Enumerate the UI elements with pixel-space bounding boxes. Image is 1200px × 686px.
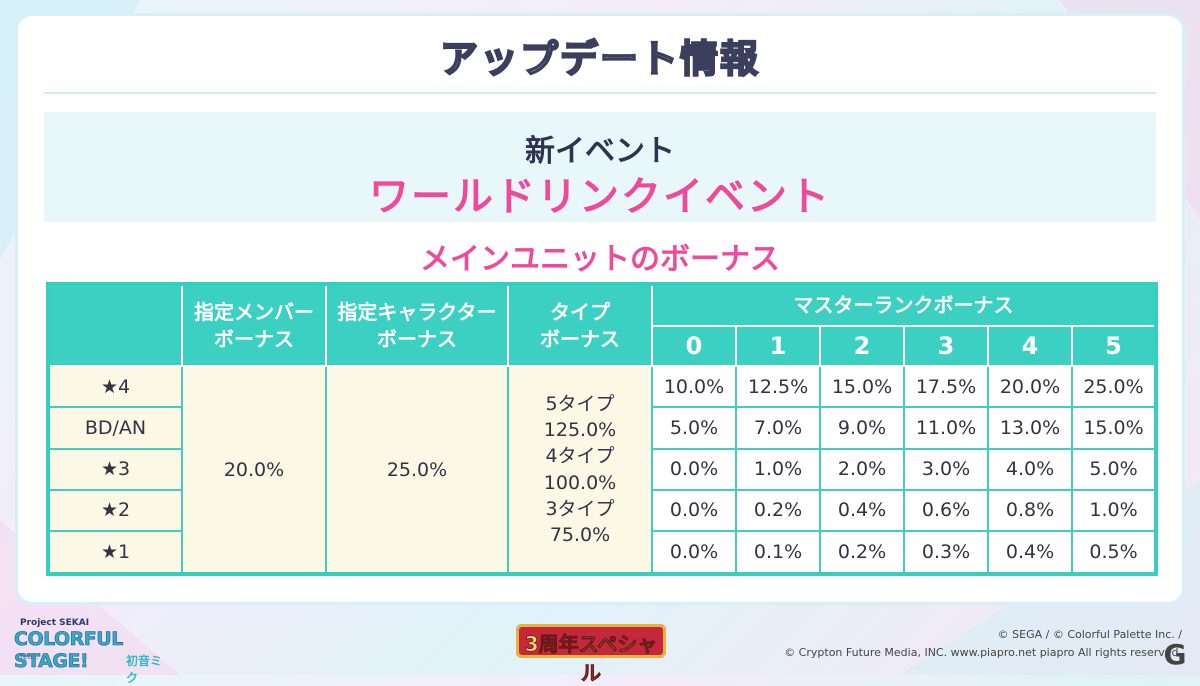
rank-header-5: 5: [1070, 325, 1158, 367]
rank-header-3: 3: [903, 325, 989, 367]
member-bonus-value: 20.0%: [181, 365, 327, 575]
table-row: ★2 0.0% 0.2% 0.4% 0.6% 0.8% 1.0%: [47, 488, 1158, 533]
table-row: ★1 0.0% 0.1% 0.2% 0.3% 0.4% 0.5%: [47, 530, 1158, 575]
rank-header-1: 1: [735, 325, 821, 367]
type-bonus-header: タイプ ボーナス: [507, 283, 653, 367]
member-bonus-header-line2: ボーナス: [214, 326, 294, 351]
rank-cell: 9.0%: [819, 406, 905, 450]
rank-cell: 0.3%: [903, 530, 989, 575]
rank-cell: 0.6%: [903, 488, 989, 533]
rank-cell: 4.0%: [987, 447, 1073, 491]
bonus-section-title: メインユニットのボーナス: [420, 242, 780, 277]
rank-cell: 17.5%: [903, 364, 989, 409]
type-bonus-5-value: 125.0%: [543, 419, 617, 442]
rank-cell: 11.0%: [903, 406, 989, 450]
rank-cell: 0.5%: [1070, 530, 1158, 575]
rank-cell: 2.0%: [819, 447, 905, 491]
type-bonus-header-line2: ボーナス: [540, 326, 620, 351]
rank-cell: 1.0%: [735, 447, 821, 491]
row-label: ★4: [47, 364, 183, 409]
logo-project-text: Project SEKAI: [20, 618, 90, 628]
type-bonus-cell: 5タイプ 125.0% 4タイプ 100.0% 3タイプ 75.0%: [507, 365, 653, 575]
rank-header-4: 4: [987, 325, 1073, 367]
rank-cell: 15.0%: [819, 364, 905, 409]
table-row: ★3 0.0% 1.0% 2.0% 3.0% 4.0% 5.0%: [47, 447, 1158, 491]
rank-cell: 13.0%: [987, 406, 1073, 450]
rank-header-2: 2: [819, 325, 905, 367]
title-divider: [44, 92, 1156, 94]
row-label: BD/AN: [47, 406, 183, 450]
rank-cell: 0.1%: [735, 530, 821, 575]
logo-miku-text: 初音ミク: [126, 654, 163, 685]
rank-cell: 25.0%: [1070, 364, 1158, 409]
event-name: ワールドリンクイベント: [369, 174, 831, 220]
rank-cell: 3.0%: [903, 447, 989, 491]
logo-name-text: COLORFUL STAGE!: [14, 628, 124, 673]
rank-cell: 15.0%: [1070, 406, 1158, 450]
rank-cell: 5.0%: [1070, 447, 1158, 491]
member-bonus-header: 指定メンバー ボーナス: [181, 283, 327, 367]
badge-ribbon: [516, 624, 666, 658]
game-logo: Project SEKAI COLORFUL STAGE! feat. 初音ミク: [14, 612, 164, 685]
copyright-notice: © SEGA / © Colorful Palette Inc. / © Cry…: [784, 626, 1182, 661]
rank-cell: 12.5%: [735, 364, 821, 409]
table-row: BD/AN 5.0% 7.0% 9.0% 11.0% 13.0% 15.0%: [47, 406, 1158, 450]
rank-cell: 0.0%: [651, 530, 737, 575]
type-bonus-5-label: 5タイプ: [545, 392, 615, 415]
character-bonus-value: 25.0%: [325, 365, 509, 575]
type-bonus-3-label: 3タイプ: [545, 497, 615, 520]
rank-cell: 1.0%: [1070, 488, 1158, 533]
watermark-g-icon: G: [1163, 638, 1187, 671]
rank-cell: 10.0%: [651, 364, 737, 409]
anniversary-badge: 3周年スペシャル: [516, 614, 666, 685]
rank-cell: 0.2%: [735, 488, 821, 533]
type-bonus-4-label: 4タイプ: [545, 445, 615, 468]
content-panel: アップデート情報 新イベント ワールドリンクイベント メインユニットのボーナス …: [18, 16, 1182, 602]
event-subtitle: 新イベント: [525, 134, 675, 169]
rank-cell: 20.0%: [987, 364, 1073, 409]
member-bonus-header-line1: 指定メンバー: [194, 299, 314, 324]
rank-cell: 7.0%: [735, 406, 821, 450]
logo-feat-text: feat.: [20, 652, 39, 661]
table-row: ★4 20.0% 25.0% 5タイプ 125.0% 4タイプ 100.0% 3…: [47, 364, 1158, 575]
type-bonus-4-value: 100.0%: [543, 471, 617, 494]
rank-cell: 0.4%: [987, 530, 1073, 575]
rank-cell: 0.2%: [819, 530, 905, 575]
bonus-table: 指定メンバー ボーナス 指定キャラクター ボーナス タイプ ボーナス マスターラ…: [46, 282, 1159, 576]
rank-header-0: 0: [651, 325, 737, 367]
type-bonus-3-value: 75.0%: [549, 523, 611, 546]
copyright-line-2: © Crypton Future Media, INC. www.piapro.…: [784, 645, 1182, 659]
character-bonus-header-line1: 指定キャラクター: [337, 299, 497, 324]
event-banner: 新イベント ワールドリンクイベント: [44, 112, 1156, 222]
rank-cell: 5.0%: [651, 406, 737, 450]
page-title: アップデート情報: [439, 36, 760, 82]
row-label: ★1: [47, 530, 183, 575]
corner-header: [47, 283, 183, 367]
rank-cell: 0.0%: [651, 447, 737, 491]
copyright-line-1: © SEGA / © Colorful Palette Inc. /: [997, 628, 1182, 641]
character-bonus-header: 指定キャラクター ボーナス: [325, 283, 509, 367]
rank-cell: 0.8%: [987, 488, 1073, 533]
character-bonus-header-line2: ボーナス: [377, 326, 457, 351]
rank-cell: 0.0%: [651, 488, 737, 533]
badge-text: 3周年スペシャル: [524, 632, 658, 686]
row-label: ★3: [47, 447, 183, 491]
row-label: ★2: [47, 488, 183, 533]
master-rank-header: マスターランクボーナス: [650, 283, 1158, 327]
type-bonus-header-line1: タイプ: [550, 299, 610, 324]
rank-cell: 0.4%: [819, 488, 905, 533]
